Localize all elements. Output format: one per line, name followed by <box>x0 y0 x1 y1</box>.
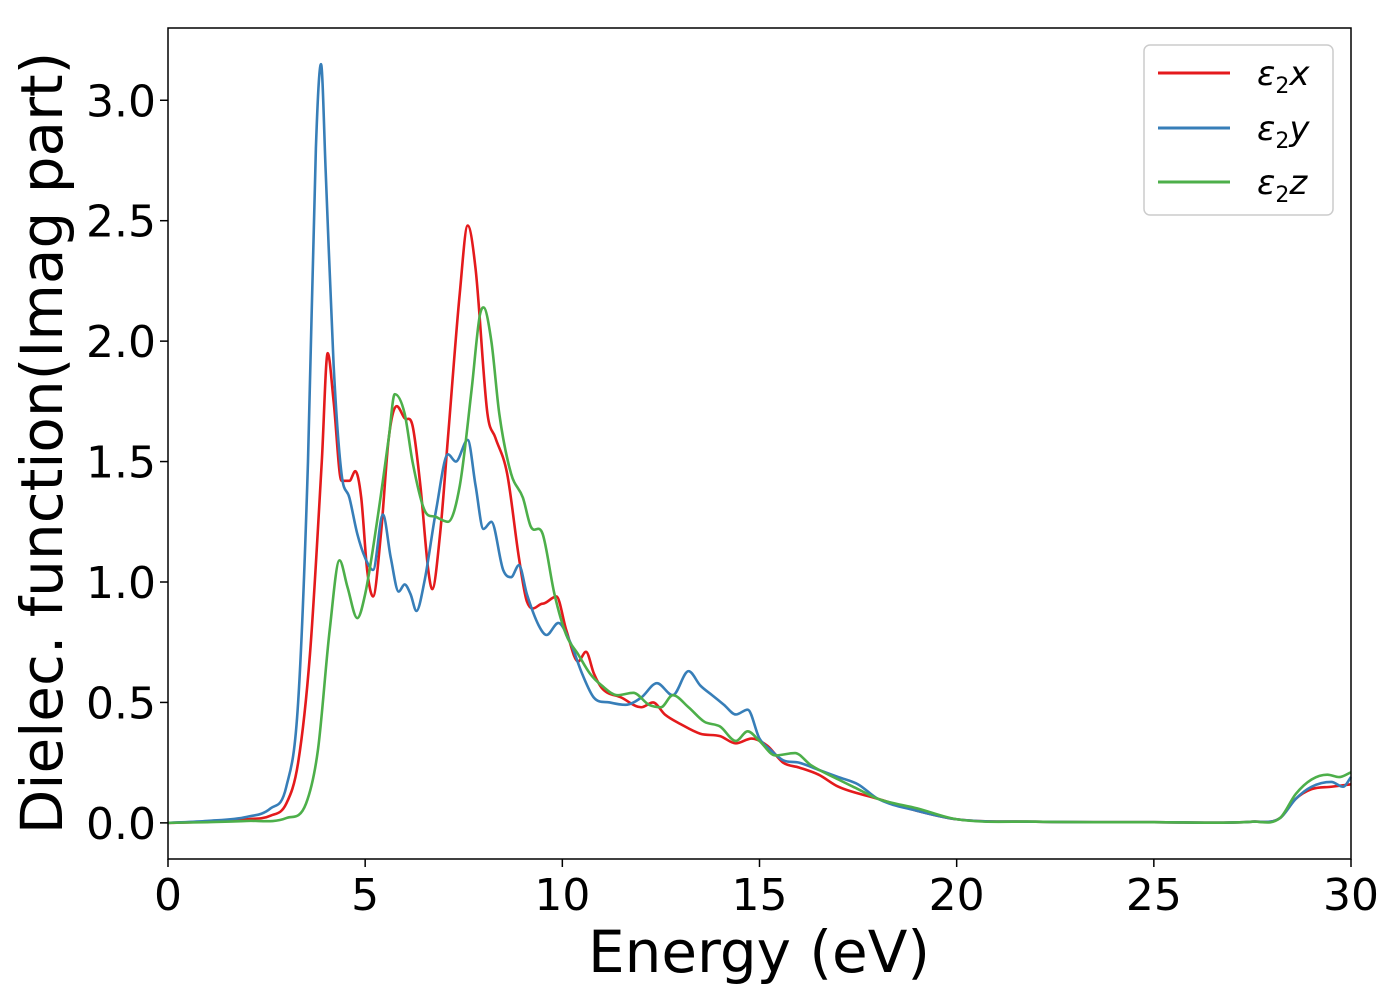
x-tick-label: 30 <box>1323 870 1379 921</box>
legend-entry-x: ε2x <box>1158 54 1310 99</box>
x-tick-label: 20 <box>929 870 985 921</box>
legend-label-y-base: ε <box>1257 109 1275 149</box>
legend-label-x: ε2x <box>1257 54 1310 99</box>
x-tick-label: 5 <box>351 870 379 921</box>
legend-label-z-base: ε <box>1257 163 1275 203</box>
legend-entry-z: ε2z <box>1158 163 1308 208</box>
series-line-x <box>167 224 1352 825</box>
series-layer <box>167 62 1353 825</box>
y-tick-label: 0.5 <box>86 678 156 729</box>
series-line-z <box>167 306 1352 825</box>
y-tick-label: 0.0 <box>86 799 156 850</box>
legend-entry-y: ε2y <box>1158 109 1310 154</box>
x-tick-label: 0 <box>154 870 182 921</box>
y-axis-title: Dielec. function(Imag part) <box>8 52 76 835</box>
series-line-y <box>167 62 1353 825</box>
y-tick-label: 1.0 <box>86 558 156 609</box>
x-tick-label: 25 <box>1126 870 1182 921</box>
legend-label-x-base: ε <box>1257 54 1275 94</box>
x-tick-label: 15 <box>732 870 788 921</box>
legend-label-x-suffix: x <box>1288 54 1310 94</box>
x-tick-label: 10 <box>534 870 590 921</box>
x-axis-title: Energy (eV) <box>588 918 930 986</box>
legend-label-y-sub: 2 <box>1275 129 1289 154</box>
y-tick-label: 1.5 <box>86 438 156 489</box>
legend-label-z-suffix: z <box>1288 163 1308 203</box>
legend-label-z-sub: 2 <box>1275 183 1289 208</box>
x-axis-ticks: 0 5 10 15 20 25 30 <box>154 859 1379 921</box>
legend-label-z: ε2z <box>1257 163 1308 208</box>
legend: ε2x ε2y ε2z <box>1143 44 1334 216</box>
y-tick-label: 2.0 <box>86 317 156 368</box>
legend-label-y: ε2y <box>1257 109 1310 154</box>
legend-box <box>1143 44 1334 216</box>
legend-label-x-sub: 2 <box>1275 74 1289 99</box>
y-axis-ticks: 0.0 0.5 1.0 1.5 2.0 2.5 3.0 <box>86 76 168 850</box>
y-tick-label: 3.0 <box>86 76 156 127</box>
y-tick-label: 2.5 <box>86 197 156 248</box>
legend-label-y-suffix: y <box>1288 109 1310 149</box>
